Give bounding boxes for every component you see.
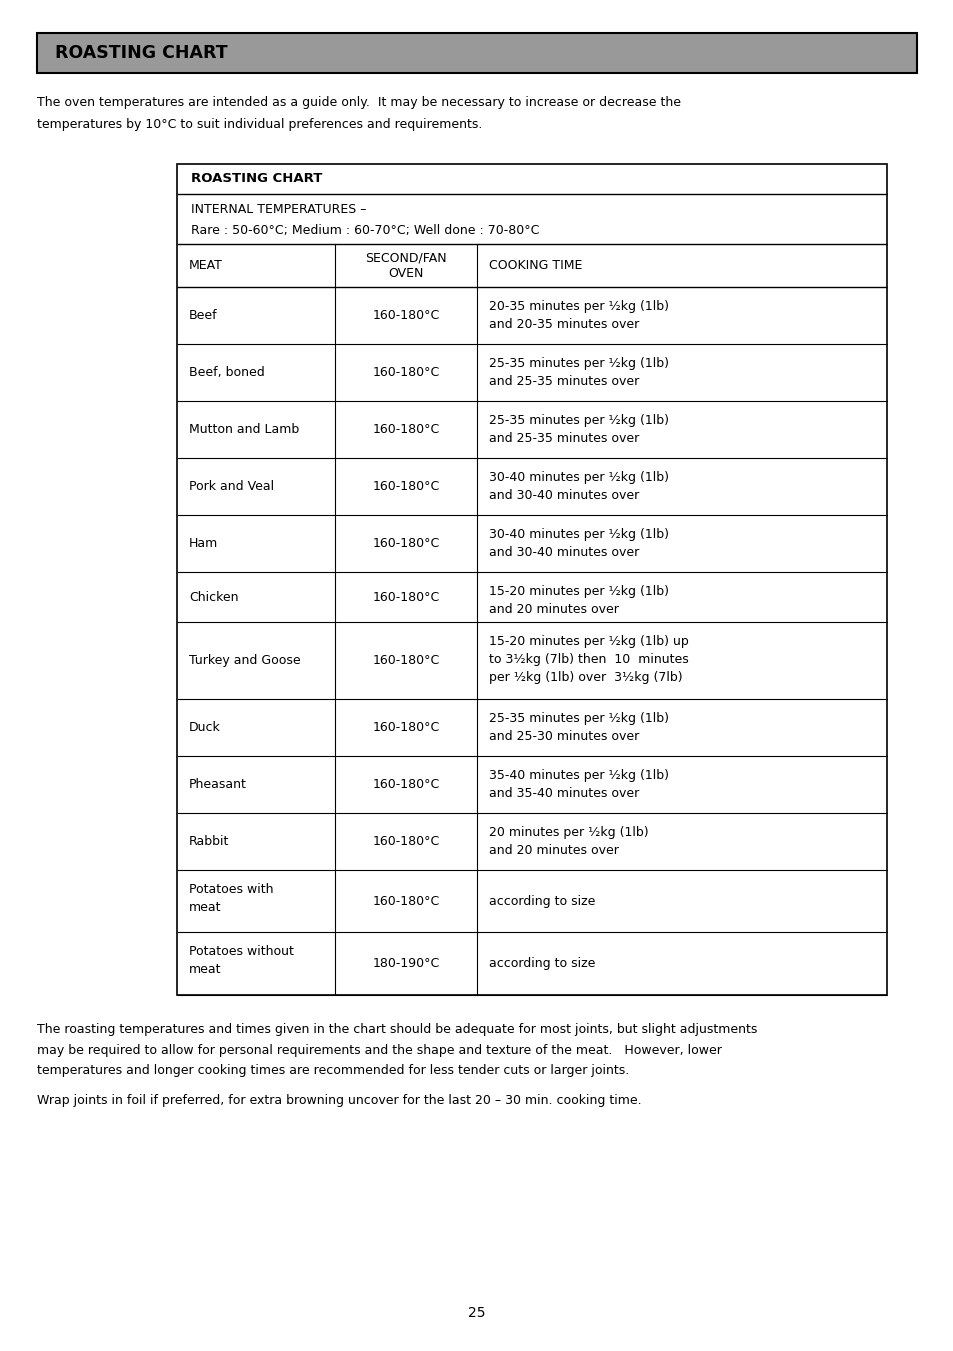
Text: Ham: Ham xyxy=(189,536,218,550)
Text: 25-35 minutes per ½kg (1lb)
and 25-35 minutes over: 25-35 minutes per ½kg (1lb) and 25-35 mi… xyxy=(489,413,668,444)
Text: Potatoes without
meat: Potatoes without meat xyxy=(189,944,294,975)
Text: temperatures by 10°C to suit individual preferences and requirements.: temperatures by 10°C to suit individual … xyxy=(37,118,482,131)
Text: 160-180°C: 160-180°C xyxy=(372,721,439,734)
Text: 160-180°C: 160-180°C xyxy=(372,423,439,436)
Text: Rare : 50-60°C; Medium : 60-70°C; Well done : 70-80°C: Rare : 50-60°C; Medium : 60-70°C; Well d… xyxy=(191,224,538,236)
Text: Rabbit: Rabbit xyxy=(189,835,229,848)
Text: ROASTING CHART: ROASTING CHART xyxy=(55,45,228,62)
Text: MEAT: MEAT xyxy=(189,259,223,272)
Text: 160-180°C: 160-180°C xyxy=(372,894,439,908)
Text: 160-180°C: 160-180°C xyxy=(372,536,439,550)
Text: Beef: Beef xyxy=(189,309,217,322)
Text: 15-20 minutes per ½kg (1lb)
and 20 minutes over: 15-20 minutes per ½kg (1lb) and 20 minut… xyxy=(489,585,668,616)
Bar xyxy=(37,32,916,73)
Text: Potatoes with
meat: Potatoes with meat xyxy=(189,884,274,915)
Text: SECOND/FAN
OVEN: SECOND/FAN OVEN xyxy=(365,251,446,280)
Text: Duck: Duck xyxy=(189,721,220,734)
Text: 180-190°C: 180-190°C xyxy=(372,957,439,970)
Text: 160-180°C: 160-180°C xyxy=(372,835,439,848)
Text: 20 minutes per ½kg (1lb)
and 20 minutes over: 20 minutes per ½kg (1lb) and 20 minutes … xyxy=(489,825,648,857)
Text: 160-180°C: 160-180°C xyxy=(372,654,439,667)
Text: 160-180°C: 160-180°C xyxy=(372,366,439,380)
Text: Chicken: Chicken xyxy=(189,590,238,604)
Text: temperatures and longer cooking times are recommended for less tender cuts or la: temperatures and longer cooking times ar… xyxy=(37,1065,629,1077)
Text: according to size: according to size xyxy=(489,957,595,970)
Text: 25: 25 xyxy=(468,1306,485,1320)
Text: Wrap joints in foil if preferred, for extra browning uncover for the last 20 – 3: Wrap joints in foil if preferred, for ex… xyxy=(37,1094,641,1106)
Text: according to size: according to size xyxy=(489,894,595,908)
Text: COOKING TIME: COOKING TIME xyxy=(489,259,581,272)
Text: 25-35 minutes per ½kg (1lb)
and 25-30 minutes over: 25-35 minutes per ½kg (1lb) and 25-30 mi… xyxy=(489,712,668,743)
Text: 15-20 minutes per ½kg (1lb) up
to 3½kg (7lb) then  10  minutes
per ½kg (1lb) ove: 15-20 minutes per ½kg (1lb) up to 3½kg (… xyxy=(489,635,688,684)
Text: Mutton and Lamb: Mutton and Lamb xyxy=(189,423,299,436)
Text: 35-40 minutes per ½kg (1lb)
and 35-40 minutes over: 35-40 minutes per ½kg (1lb) and 35-40 mi… xyxy=(489,769,668,800)
Text: The roasting temperatures and times given in the chart should be adequate for mo: The roasting temperatures and times give… xyxy=(37,1023,757,1036)
Text: Turkey and Goose: Turkey and Goose xyxy=(189,654,300,667)
Text: Pork and Veal: Pork and Veal xyxy=(189,480,274,493)
Text: 20-35 minutes per ½kg (1lb)
and 20-35 minutes over: 20-35 minutes per ½kg (1lb) and 20-35 mi… xyxy=(489,300,668,331)
Text: ROASTING CHART: ROASTING CHART xyxy=(191,173,322,185)
Text: may be required to allow for personal requirements and the shape and texture of : may be required to allow for personal re… xyxy=(37,1043,721,1056)
Text: 160-180°C: 160-180°C xyxy=(372,778,439,790)
Text: Pheasant: Pheasant xyxy=(189,778,247,790)
Text: 30-40 minutes per ½kg (1lb)
and 30-40 minutes over: 30-40 minutes per ½kg (1lb) and 30-40 mi… xyxy=(489,528,668,559)
Text: 30-40 minutes per ½kg (1lb)
and 30-40 minutes over: 30-40 minutes per ½kg (1lb) and 30-40 mi… xyxy=(489,471,668,503)
Text: 160-180°C: 160-180°C xyxy=(372,590,439,604)
Text: 160-180°C: 160-180°C xyxy=(372,480,439,493)
Text: The oven temperatures are intended as a guide only.  It may be necessary to incr: The oven temperatures are intended as a … xyxy=(37,96,680,109)
Text: 160-180°C: 160-180°C xyxy=(372,309,439,322)
Text: 25-35 minutes per ½kg (1lb)
and 25-35 minutes over: 25-35 minutes per ½kg (1lb) and 25-35 mi… xyxy=(489,357,668,388)
Bar xyxy=(177,163,886,994)
Text: Beef, boned: Beef, boned xyxy=(189,366,265,380)
Text: INTERNAL TEMPERATURES –: INTERNAL TEMPERATURES – xyxy=(191,203,366,216)
